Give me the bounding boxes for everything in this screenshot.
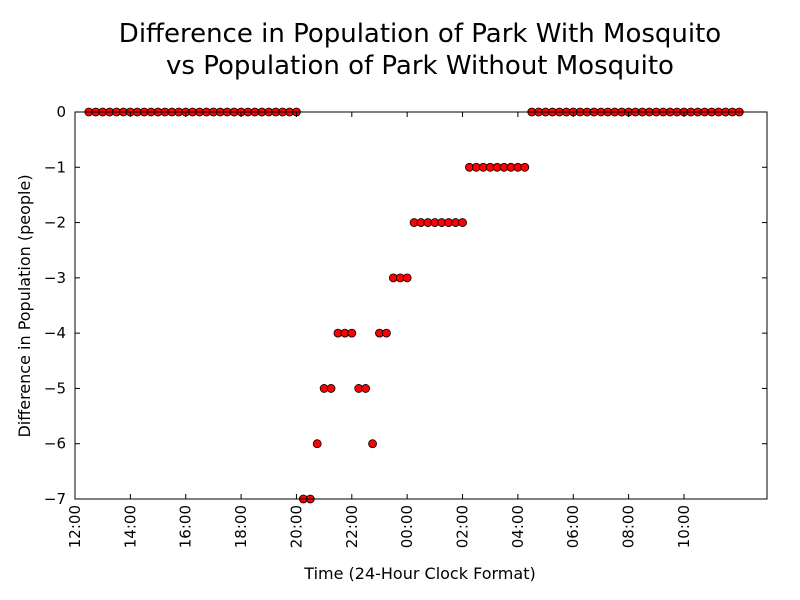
data-point (368, 439, 377, 449)
x-tick-label: 04:00 (509, 505, 527, 548)
data-point (347, 328, 357, 338)
x-tick-label: 00:00 (398, 505, 416, 548)
x-tick-label: 02:00 (454, 505, 472, 548)
y-tick-label: −3 (44, 269, 66, 287)
plot-frame (74, 111, 768, 500)
x-axis-label: Time (24-Hour Clock Format) (303, 564, 535, 583)
y-tick-label: −6 (44, 435, 66, 453)
y-tick-label: 0 (56, 103, 66, 121)
x-tick-label: 18:00 (232, 505, 250, 548)
x-tick-label: 20:00 (287, 505, 305, 548)
data-point (520, 162, 530, 172)
y-tick-label: −1 (44, 158, 66, 176)
data-point (312, 439, 322, 449)
x-tick-label: 12:00 (66, 505, 84, 548)
y-tick-label: −5 (44, 379, 66, 397)
data-point (361, 384, 371, 393)
y-tick-label: −7 (44, 490, 66, 508)
data-point (402, 273, 412, 283)
chart-title-line-1: Difference in Population of Park With Mo… (119, 19, 721, 49)
x-tick-label: 06:00 (564, 505, 582, 548)
y-axis-label: Difference in Population (people) (15, 174, 34, 437)
x-tick-label: 10:00 (675, 505, 693, 548)
x-axis: 12:00 14:00 16:00 18:00 20:00 22:00 00:00 02:00… (66, 112, 693, 548)
x-tick-label: 14:00 (121, 505, 139, 548)
y-tick-label: −2 (44, 214, 66, 232)
x-tick-label: 08:00 (620, 505, 638, 548)
x-tick-label: 16:00 (177, 505, 195, 548)
y-tick-label: −4 (44, 324, 66, 342)
y-axis: 0 −1 −2 −3 −4 −5 −6 −7 (44, 103, 767, 508)
data-point (326, 384, 336, 393)
chart-title-line-2: vs Population of Park Without Mosquito (166, 51, 674, 81)
data-point (458, 218, 467, 227)
x-tick-label: 22:00 (343, 505, 361, 548)
data-point (381, 328, 391, 338)
